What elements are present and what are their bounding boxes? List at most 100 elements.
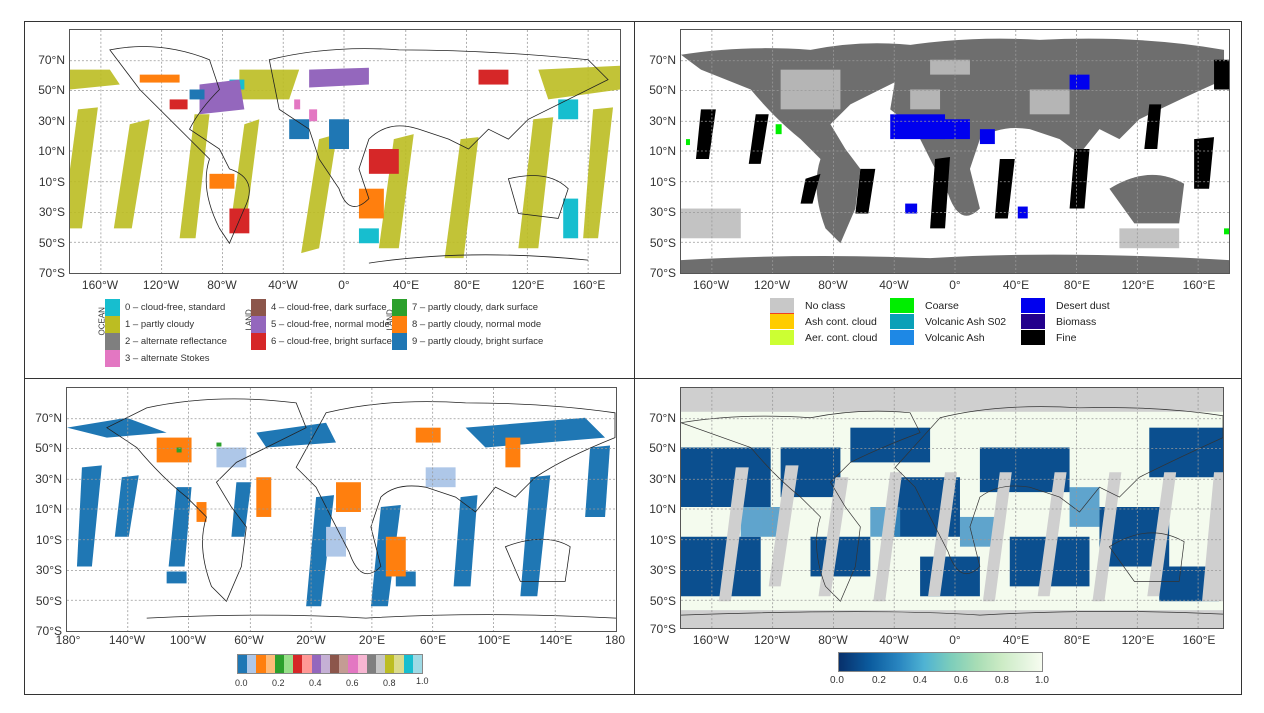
lon-label: 80°E — [1063, 633, 1091, 647]
lon-label: 0° — [949, 278, 961, 292]
lat-label: 50°S — [35, 594, 62, 608]
legend-label: Aer. cont. cloud — [805, 331, 878, 344]
lat-label: 50°S — [38, 236, 65, 250]
legend-item: Fine — [1021, 330, 1076, 345]
legend-swatch — [392, 333, 407, 350]
legend-swatch — [105, 316, 120, 333]
lon-label: 120°E — [511, 278, 545, 292]
lat-label: 10°N — [649, 144, 676, 158]
legend-item: No class — [770, 298, 845, 314]
legend-item: Coarse — [890, 298, 959, 313]
map-pixel-class-graphic — [70, 30, 620, 273]
lat-label: 50°N — [38, 83, 65, 97]
lat-label: 30°S — [38, 205, 65, 219]
lon-label: 120°W — [142, 278, 180, 292]
lon-label: 40°W — [879, 278, 909, 292]
lat-label: 70°S — [35, 624, 62, 638]
lat-label: 10°N — [649, 502, 676, 516]
map-pixel-class — [69, 29, 621, 274]
legend-item: 1 – partly cloudy — [105, 316, 194, 333]
legend-swatch — [392, 316, 407, 333]
lat-label: 70°N — [649, 53, 676, 67]
legend-label: Biomass — [1056, 315, 1097, 328]
legend-swatch — [770, 330, 794, 345]
legend-label: 8 – partly cloudy, normal mode — [412, 319, 542, 330]
legend-label: 0 – cloud-free, standard — [125, 302, 226, 313]
lat-label: 50°S — [649, 594, 676, 608]
map-continuous-value — [680, 387, 1224, 629]
colorbar-tick: 0.4 — [913, 675, 927, 686]
legend-item: Biomass — [1021, 314, 1096, 329]
lon-label: 120°E — [1121, 278, 1155, 292]
lat-label: 70°S — [38, 266, 65, 280]
legend-label: 9 – partly cloudy, bright surface — [412, 336, 544, 347]
map-tab20-class-graphic — [67, 388, 616, 631]
lon-label: 20°E — [358, 633, 386, 647]
lon-label: 40°W — [879, 633, 909, 647]
lat-label: 50°S — [649, 236, 676, 250]
legend-label: 3 – alternate Stokes — [125, 353, 210, 364]
legend-swatch — [251, 299, 266, 316]
colorbar-tick: 0.2 — [872, 675, 886, 686]
lon-label: 160°W — [692, 633, 730, 647]
lat-label: 30°N — [38, 114, 65, 128]
lat-label: 70°S — [649, 266, 676, 280]
lon-label: 80°W — [818, 633, 848, 647]
colorbar-tick: 0.4 — [309, 678, 322, 688]
map-tab20-class — [66, 387, 617, 632]
lon-label: 120°E — [1121, 633, 1155, 647]
legend-item: 3 – alternate Stokes — [105, 350, 210, 367]
legend-label: Volcanic Ash — [925, 331, 985, 344]
lon-label: 140°W — [108, 633, 146, 647]
lon-label: 140°E — [539, 633, 573, 647]
legend-item: 0 – cloud-free, standard — [105, 299, 225, 316]
legend-swatch — [770, 298, 794, 314]
lon-label: 100°W — [169, 633, 207, 647]
lon-label: 80°E — [1063, 278, 1091, 292]
legend-label: 7 – partly cloudy, dark surface — [412, 302, 539, 313]
lon-label: 180° — [55, 633, 81, 647]
colorbar-tick: 0.0 — [235, 678, 248, 688]
lat-label: 30°N — [649, 114, 676, 128]
legend-swatch — [251, 316, 266, 333]
map-aerosol-type-graphic — [681, 30, 1229, 273]
lon-label: 80°W — [207, 278, 237, 292]
colorbar-tick: 0.0 — [830, 675, 844, 686]
lat-label: 10°S — [35, 533, 62, 547]
lat-label: 50°N — [649, 441, 676, 455]
legend-label: 4 – cloud-free, dark surface — [271, 302, 387, 313]
lon-label: 60°E — [419, 633, 447, 647]
lon-label: 120°W — [753, 278, 791, 292]
lon-label: 180 — [604, 633, 626, 647]
legend-label: 1 – partly cloudy — [125, 319, 195, 330]
colorbar-discrete — [237, 654, 423, 674]
legend-label: 6 – cloud-free, bright surface — [271, 336, 392, 347]
legend-label: No class — [805, 300, 846, 312]
colorbar-continuous — [838, 652, 1043, 672]
lon-label: 40°E — [1002, 633, 1030, 647]
vertical-divider — [634, 21, 635, 695]
lat-label: 30°S — [649, 563, 676, 577]
legend-label: Ash cont. cloud — [805, 315, 877, 328]
lon-label: 80°W — [818, 278, 848, 292]
lat-label: 70°S — [649, 622, 676, 636]
lon-label: 80°E — [453, 278, 481, 292]
legend-item: 6 – cloud-free, bright surface — [251, 333, 392, 350]
legend-swatch — [105, 333, 120, 350]
lat-label: 10°N — [38, 144, 65, 158]
legend-label: Desert dust — [1056, 299, 1110, 312]
lat-label: 50°N — [35, 441, 62, 455]
map-aerosol-type — [680, 29, 1230, 274]
legend-item: 5 – cloud-free, normal mode — [251, 316, 390, 333]
legend-item: 9 – partly cloudy, bright surface — [392, 333, 543, 350]
legend-swatch — [890, 330, 914, 345]
lon-label: 40°E — [1002, 278, 1030, 292]
legend-item: Volcanic Ash — [890, 330, 985, 345]
legend-item: Volcanic Ash S02 — [890, 314, 1006, 329]
map-continuous-value-graphic — [681, 388, 1223, 628]
legend-item: 2 – alternate reflectance — [105, 333, 227, 350]
lon-label: 0° — [949, 633, 961, 647]
colorbar-tick: 0.6 — [954, 675, 968, 686]
legend-label: 5 – cloud-free, normal mode — [271, 319, 390, 330]
lon-label: 160°W — [692, 278, 730, 292]
